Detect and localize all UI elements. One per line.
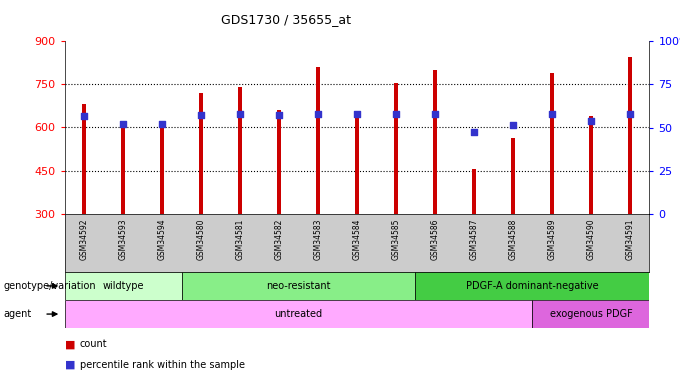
- Bar: [532, 300, 649, 328]
- Text: wildtype: wildtype: [102, 281, 144, 291]
- Text: GSM34581: GSM34581: [235, 218, 245, 260]
- Text: GSM34586: GSM34586: [430, 218, 439, 260]
- Bar: [628, 57, 632, 214]
- Bar: [121, 124, 125, 214]
- Point: [235, 111, 245, 117]
- Text: GSM34594: GSM34594: [158, 218, 167, 260]
- Text: neo-resistant: neo-resistant: [267, 281, 330, 291]
- Text: PDGF-A dominant-negative: PDGF-A dominant-negative: [466, 281, 599, 291]
- Text: untreated: untreated: [275, 309, 322, 319]
- Text: GSM34592: GSM34592: [80, 218, 88, 260]
- Bar: [432, 70, 437, 214]
- Point: [624, 111, 635, 117]
- Text: GSM34582: GSM34582: [275, 218, 284, 260]
- Point: [118, 121, 129, 127]
- Text: GDS1730 / 35655_at: GDS1730 / 35655_at: [220, 13, 351, 26]
- Text: GSM34583: GSM34583: [313, 218, 322, 260]
- Text: GSM34587: GSM34587: [469, 218, 479, 260]
- Bar: [549, 73, 554, 214]
- Point: [430, 111, 441, 117]
- Text: GSM34590: GSM34590: [586, 218, 596, 260]
- Point: [79, 113, 90, 119]
- Bar: [355, 112, 359, 214]
- Bar: [182, 272, 415, 300]
- Point: [156, 121, 167, 127]
- Bar: [65, 272, 182, 300]
- Text: ■: ■: [65, 339, 75, 350]
- Bar: [199, 93, 203, 214]
- Bar: [472, 169, 476, 214]
- Point: [469, 129, 479, 135]
- Point: [196, 112, 207, 118]
- Text: count: count: [80, 339, 107, 350]
- Point: [313, 111, 324, 117]
- Text: exogenous PDGF: exogenous PDGF: [549, 309, 632, 319]
- Text: agent: agent: [3, 309, 32, 319]
- Text: GSM34591: GSM34591: [626, 218, 634, 260]
- Point: [273, 112, 284, 118]
- Bar: [316, 67, 320, 214]
- Text: GSM34588: GSM34588: [509, 218, 517, 260]
- Text: GSM34593: GSM34593: [118, 218, 128, 260]
- Bar: [65, 300, 532, 328]
- Text: percentile rank within the sample: percentile rank within the sample: [80, 360, 245, 370]
- Text: GSM34589: GSM34589: [547, 218, 556, 260]
- Bar: [238, 87, 242, 214]
- Point: [352, 111, 362, 117]
- Text: GSM34580: GSM34580: [197, 218, 205, 260]
- Point: [547, 111, 558, 117]
- Point: [390, 111, 401, 117]
- Bar: [394, 83, 398, 214]
- Bar: [511, 138, 515, 214]
- Text: ■: ■: [65, 360, 75, 370]
- Text: GSM34585: GSM34585: [392, 218, 401, 260]
- Point: [507, 122, 518, 128]
- Bar: [589, 116, 593, 214]
- Bar: [82, 105, 86, 214]
- Text: GSM34584: GSM34584: [352, 218, 362, 260]
- Bar: [277, 110, 282, 214]
- Point: [585, 118, 596, 124]
- Text: genotype/variation: genotype/variation: [3, 281, 96, 291]
- Bar: [415, 272, 649, 300]
- Bar: [160, 123, 165, 214]
